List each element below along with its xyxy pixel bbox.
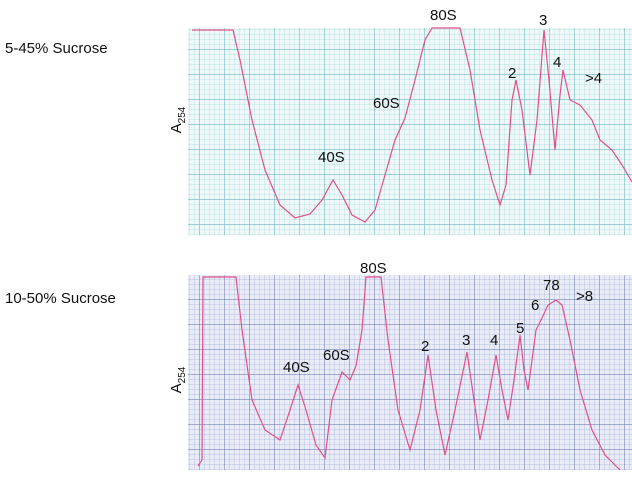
peak-label: 60S: [373, 95, 400, 112]
chart-paper-grid: [188, 275, 632, 470]
peak-label: 80S: [360, 260, 387, 277]
condition-label: 5-45% Sucrose: [5, 40, 108, 57]
peak-label: 4: [490, 332, 498, 349]
peak-label: 4: [553, 54, 561, 71]
peak-label: 6: [531, 297, 539, 314]
y-axis-label: A254: [168, 366, 188, 393]
peak-label: 80S: [430, 7, 457, 24]
peak-label: 2: [421, 338, 429, 355]
condition-label: 10-50% Sucrose: [5, 290, 116, 307]
peak-label: >4: [585, 70, 602, 87]
peak-label: 40S: [318, 149, 345, 166]
peak-label: 60S: [323, 347, 350, 364]
peak-label: 2: [508, 65, 516, 82]
peak-label: >8: [576, 288, 593, 305]
peak-label: 3: [462, 332, 470, 349]
peak-label: 5: [516, 320, 524, 337]
figure: 5-45% Sucrose A254 40S 60S 80S 2 3 4 >4 …: [0, 0, 632, 483]
peak-label: 78: [543, 277, 560, 294]
peak-label: 3: [539, 12, 547, 29]
peak-label: 40S: [283, 359, 310, 376]
y-axis-label: A254: [168, 106, 188, 133]
